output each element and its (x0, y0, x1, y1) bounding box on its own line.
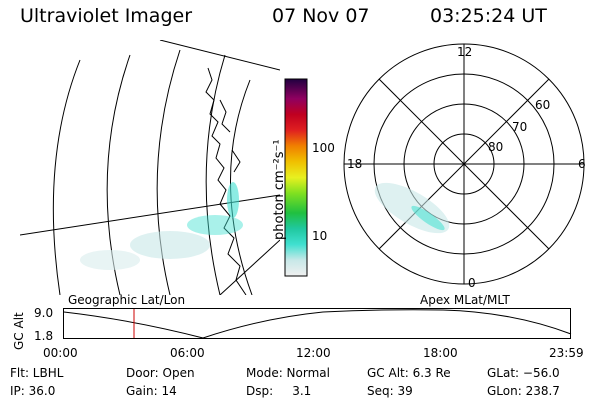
colorbar-label: photon cm⁻²s⁻¹ (272, 139, 287, 240)
altitude-xtick-2359: 23:59 (549, 346, 584, 360)
time-label: 03:25:24 UT (430, 5, 547, 27)
altitude-xtick-0600: 06:00 (170, 346, 205, 360)
info-ip: IP: 36.0 (10, 384, 56, 398)
altitude-xtick-1800: 18:00 (423, 346, 458, 360)
info-dsp: Dsp: 3.1 (246, 384, 312, 398)
altitude-plot (63, 308, 572, 339)
mlt-label-12: 12 (457, 45, 473, 59)
altitude-ytick-low: 1.8 (34, 329, 54, 343)
altitude-ylabel: GC Alt (12, 312, 26, 350)
mlat-label-60: 60 (535, 98, 551, 112)
info-gc-alt: GC Alt: 6.3 Re (367, 366, 451, 380)
info-flt: Flt: LBHL (10, 366, 64, 380)
mlat-label-80: 80 (488, 140, 504, 154)
info-mode: Mode: Normal (246, 366, 330, 380)
mlat-label-70: 70 (512, 120, 528, 134)
mlt-label-6: 6 (578, 157, 586, 171)
colorbar-tick-10: 10 (312, 229, 328, 243)
polar-map (343, 43, 585, 285)
info-gain: Gain: 14 (126, 384, 177, 398)
info-glat: GLat: −56.0 (487, 366, 560, 380)
altitude-xtick-0000: 00:00 (43, 346, 78, 360)
geo-map-caption: Geographic Lat/Lon (68, 293, 186, 307)
altitude-xtick-1200: 12:00 (296, 346, 331, 360)
mlt-label-18: 18 (347, 157, 363, 171)
mlt-label-0: 0 (468, 276, 476, 290)
info-seq: Seq: 39 (367, 384, 413, 398)
polar-map-caption: Apex MLat/MLT (420, 293, 510, 307)
geographic-map (20, 40, 280, 295)
date-label: 07 Nov 07 (272, 5, 370, 27)
info-door: Door: Open (126, 366, 195, 380)
instrument-title: Ultraviolet Imager (20, 5, 193, 27)
colorbar-tick-100: 100 (312, 141, 335, 155)
altitude-ytick-high: 9.0 (34, 306, 54, 320)
color-bar (284, 78, 308, 277)
info-glon: GLon: 238.7 (487, 384, 560, 398)
